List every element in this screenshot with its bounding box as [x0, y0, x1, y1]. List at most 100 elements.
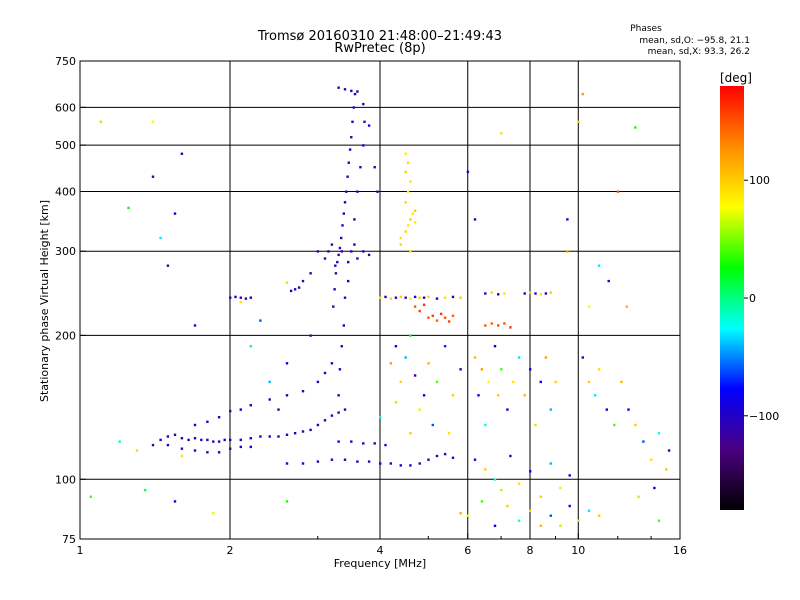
data-point	[466, 170, 470, 174]
data-point	[497, 293, 500, 296]
data-point	[268, 435, 271, 438]
data-point	[473, 458, 477, 461]
y-tick-label: 200	[55, 329, 76, 342]
data-point	[418, 462, 421, 465]
data-point	[497, 394, 500, 397]
x-tick-label: 1	[77, 544, 84, 557]
data-point	[268, 380, 271, 384]
data-point	[394, 296, 398, 299]
data-point	[340, 236, 343, 240]
data-point	[597, 368, 601, 371]
data-point	[413, 295, 417, 299]
data-point	[509, 454, 512, 458]
data-point	[409, 432, 412, 435]
data-point	[159, 236, 162, 240]
data-point	[399, 464, 402, 467]
data-point	[389, 297, 392, 300]
data-point	[500, 368, 503, 371]
data-point	[431, 314, 434, 317]
data-point	[309, 428, 312, 432]
y-tick-label: 300	[55, 245, 76, 258]
x-tick-label: 6	[464, 544, 471, 557]
data-point	[534, 423, 537, 427]
data-point	[443, 452, 447, 456]
data-point	[323, 419, 327, 422]
data-point	[200, 438, 203, 442]
data-point	[389, 362, 392, 365]
data-point	[330, 458, 334, 461]
data-point	[418, 309, 421, 313]
data-point	[653, 486, 656, 490]
colorbar-ticks: 100 0 −100	[744, 174, 779, 423]
data-point	[249, 296, 252, 299]
data-point	[607, 279, 610, 283]
data-point	[356, 257, 359, 260]
data-point	[249, 404, 252, 407]
data-point	[459, 296, 462, 299]
data-point	[529, 470, 532, 473]
data-point	[477, 394, 480, 397]
data-point	[350, 440, 353, 443]
data-point	[487, 380, 490, 384]
data-point	[443, 296, 447, 299]
data-point	[506, 504, 509, 508]
data-point	[367, 460, 371, 463]
data-point	[373, 166, 376, 169]
data-point	[336, 260, 339, 264]
data-point	[223, 438, 226, 442]
data-point	[500, 132, 503, 135]
data-point	[353, 218, 356, 221]
data-point	[362, 250, 365, 253]
data-point	[362, 442, 365, 445]
data-point	[316, 380, 320, 384]
data-point	[234, 295, 237, 299]
data-point	[338, 368, 342, 371]
data-point	[285, 281, 289, 284]
data-point	[143, 488, 147, 492]
data-point	[435, 297, 439, 300]
data-point	[337, 86, 340, 89]
data-point	[323, 257, 327, 260]
data-point	[587, 305, 591, 308]
x-tick-label: 10	[571, 544, 585, 557]
x-tick-label: 16	[673, 544, 687, 557]
data-point	[151, 443, 155, 447]
data-point	[568, 474, 571, 477]
data-point	[217, 416, 221, 419]
data-point	[379, 296, 382, 299]
data-point	[399, 243, 402, 246]
data-point	[173, 212, 177, 215]
data-point	[249, 445, 252, 449]
data-point	[173, 500, 177, 503]
data-point	[480, 368, 484, 371]
y-tick-label: 75	[62, 533, 76, 546]
data-point	[451, 394, 455, 397]
data-point	[341, 224, 344, 227]
data-point	[351, 120, 354, 123]
colorbar-tick-label: 0	[749, 292, 756, 305]
data-point	[229, 296, 232, 299]
data-point	[327, 250, 330, 253]
data-point	[249, 345, 252, 348]
data-point	[180, 437, 184, 440]
data-point	[549, 291, 552, 294]
data-point	[206, 451, 209, 454]
data-point	[343, 458, 347, 461]
data-point	[338, 246, 342, 250]
data-point	[581, 356, 584, 359]
data-point	[409, 250, 412, 253]
x-tick-label: 8	[527, 544, 534, 557]
data-point	[166, 435, 170, 438]
data-point	[404, 170, 407, 174]
colorbar-scale	[720, 86, 744, 510]
data-point	[534, 292, 537, 295]
data-point	[539, 524, 542, 527]
data-point	[340, 345, 343, 348]
y-tick-label: 400	[55, 185, 76, 198]
data-point	[229, 409, 232, 413]
data-points	[89, 86, 671, 527]
data-point	[330, 414, 334, 417]
data-point	[399, 380, 402, 384]
data-point	[493, 345, 497, 348]
data-point	[350, 250, 353, 253]
